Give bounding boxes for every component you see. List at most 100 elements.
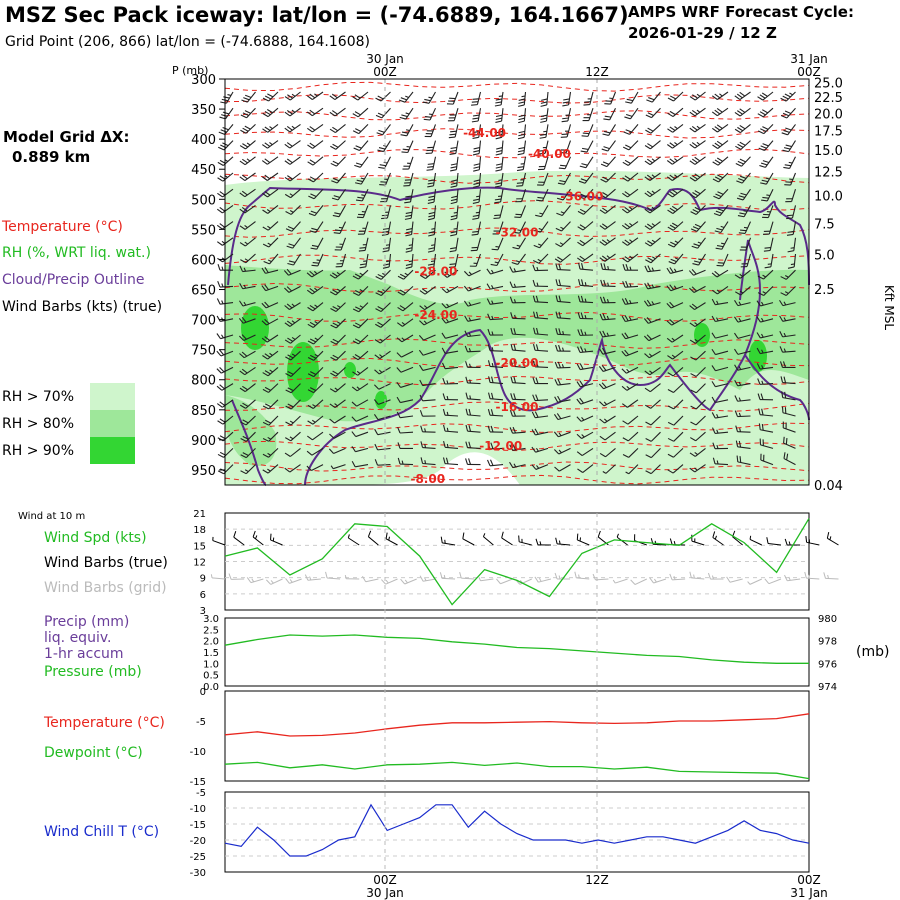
wind-barb [216, 204, 234, 214]
barb-staff [602, 334, 616, 338]
barb-half-feather [446, 380, 449, 385]
barb-feather [217, 453, 224, 458]
barb-feather [486, 283, 491, 290]
barb-feather [581, 263, 584, 270]
barb-staff [673, 447, 684, 458]
barb-staff [694, 172, 706, 182]
barb-staff [501, 140, 504, 154]
barb-half-feather [491, 300, 494, 305]
barb-feather [399, 289, 406, 294]
barb-staff [404, 578, 417, 585]
barb-feather [541, 98, 548, 101]
barb-feather [781, 391, 784, 398]
barb-half-feather [388, 536, 390, 541]
barb-feather [518, 130, 525, 134]
wind-barb [352, 91, 369, 101]
barb-feather [233, 531, 237, 538]
barb-feather [284, 305, 290, 310]
temperature-axis: 0-5-10-15 [190, 687, 206, 788]
wind-barb [335, 253, 347, 268]
barb-half-feather [267, 259, 272, 263]
barb-staff [605, 464, 616, 474]
barb-feather [243, 97, 250, 101]
barb-staff [791, 189, 797, 202]
wind-barb [738, 221, 752, 234]
wind-barb [487, 425, 504, 433]
barb-staff [359, 140, 369, 151]
barb-feather [734, 410, 739, 417]
wind-barb [603, 107, 616, 121]
barb-staff [360, 172, 369, 185]
wind-barb [375, 107, 391, 119]
barb-feather [509, 444, 514, 451]
barb-feather [738, 232, 746, 234]
barb-feather [355, 162, 363, 166]
barb-staff [605, 447, 616, 458]
barb-feather [604, 115, 612, 118]
barb-staff [512, 447, 526, 451]
wind-barb [756, 300, 774, 307]
wind-barb [532, 394, 549, 402]
wind-barb [561, 108, 572, 123]
barb-staff [266, 334, 279, 343]
barb-staff [357, 107, 369, 118]
barb-half-feather [651, 239, 656, 243]
wind-barb [643, 334, 661, 342]
wind-barb [691, 237, 706, 249]
barb-feather [691, 269, 697, 275]
wind-barb [667, 350, 684, 360]
barb-staff [557, 317, 571, 320]
barb-half-feather [221, 300, 224, 305]
barb-feather [286, 268, 292, 275]
barb-feather [580, 150, 588, 153]
barb-feather [599, 348, 604, 355]
barb-staff [250, 578, 264, 584]
wind-barb [307, 350, 324, 361]
barb-staff [737, 334, 751, 339]
barb-half-feather [606, 239, 611, 243]
wind-barb [495, 124, 504, 140]
barb-staff [267, 204, 279, 214]
barb-staff [461, 577, 475, 580]
barb-feather [399, 305, 406, 310]
barb-half-feather [405, 129, 410, 132]
barb-feather [693, 260, 701, 264]
wind-barb [240, 415, 256, 426]
wind-barb [621, 221, 639, 230]
barb-feather [647, 127, 654, 132]
barb-feather [473, 185, 480, 188]
barb-feather [624, 175, 631, 180]
barb-staff [501, 124, 504, 138]
barb-feather [443, 440, 446, 448]
barb-staff [768, 221, 774, 235]
barb-feather [307, 389, 314, 394]
barb-half-feather [289, 436, 294, 440]
wind-barb [510, 343, 526, 352]
barb-feather [473, 130, 480, 134]
barb-feather [216, 350, 222, 357]
barb-staff [672, 123, 684, 133]
temperature-contour [224, 81, 810, 92]
wind-barb [450, 189, 459, 205]
wind-barb [735, 285, 751, 296]
model-grid-value: 0.889 km [12, 148, 90, 166]
barb-staff [672, 464, 684, 474]
wind-barb [713, 205, 729, 217]
barb-staff [650, 253, 661, 264]
barb-staff [243, 334, 256, 342]
barb-staff [334, 399, 346, 409]
barb-half-feather [336, 271, 341, 275]
barb-feather [511, 261, 518, 265]
barb-staff [545, 108, 549, 122]
barb-feather [714, 230, 722, 234]
wind-barb [783, 452, 796, 466]
barb-half-feather [558, 540, 561, 545]
barb-staff [580, 350, 594, 353]
barb-staff [523, 108, 527, 122]
barb-feather [559, 180, 566, 183]
barb-feather [242, 112, 249, 117]
barb-feather [219, 401, 226, 407]
barb-feather [330, 324, 337, 329]
barb-half-feather [651, 301, 655, 305]
barb-feather [464, 315, 469, 322]
